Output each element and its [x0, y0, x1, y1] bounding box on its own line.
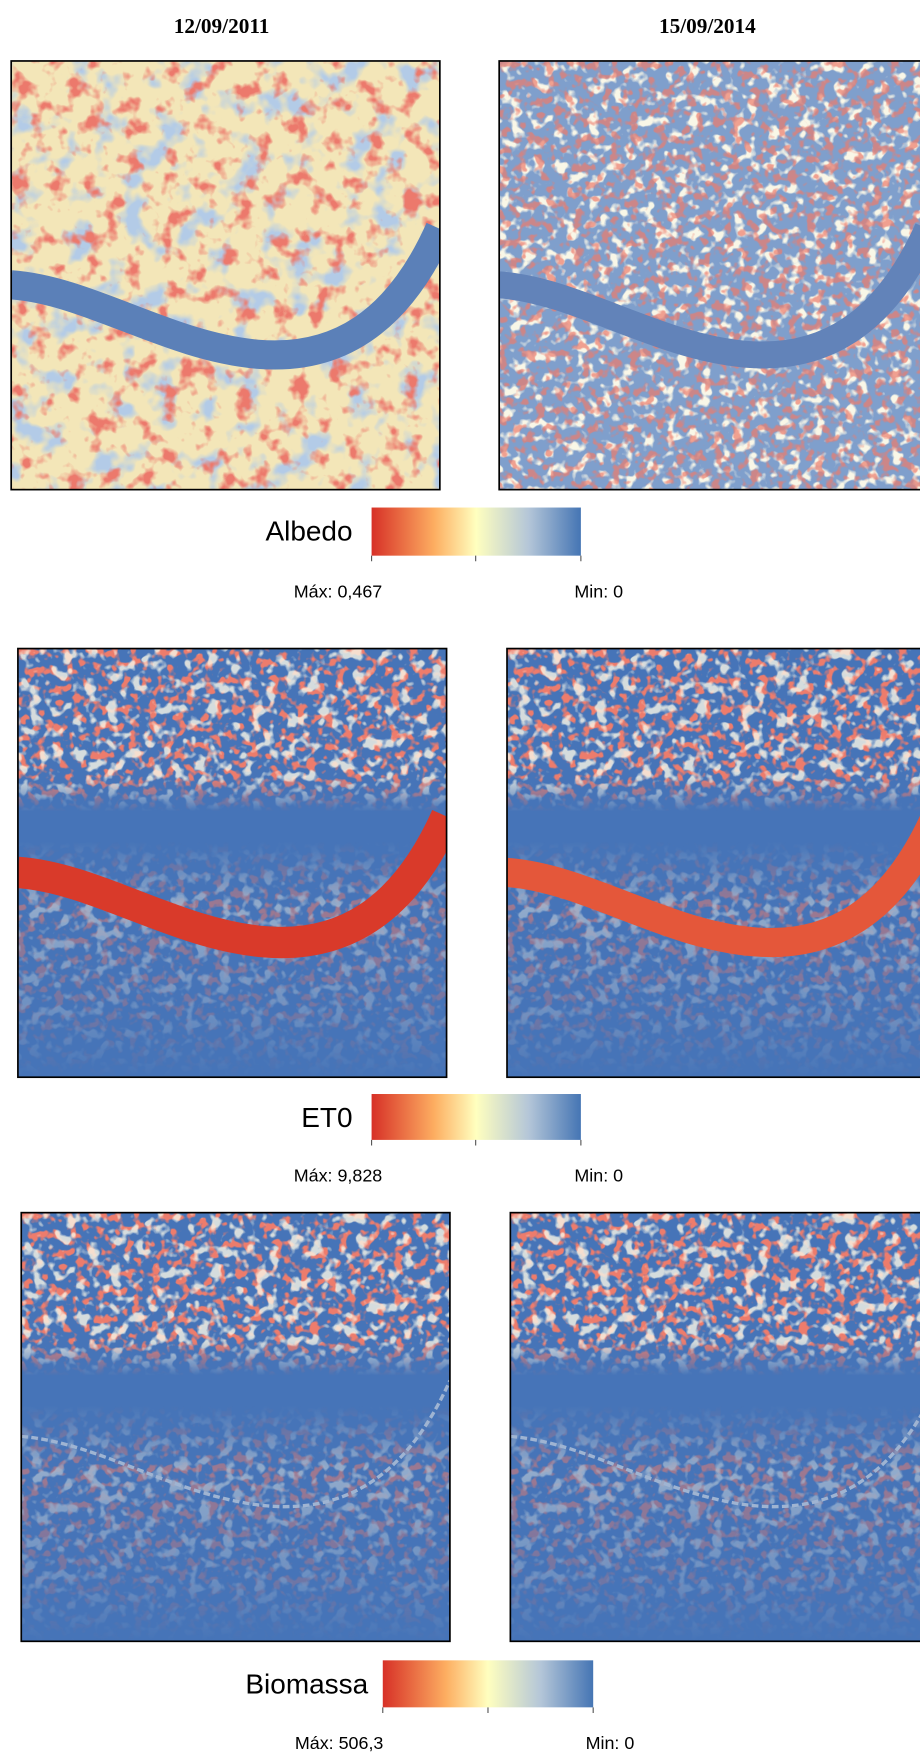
legend-min: Min: 0 — [574, 1166, 623, 1186]
colorbar — [382, 1660, 594, 1708]
biomassa-map-2014 — [510, 1212, 920, 1642]
colorbar-ticks — [382, 1707, 594, 1713]
legend: ET0 Máx: 9,828 Min: 0 — [294, 1094, 623, 1186]
legend-min: Min: 0 — [574, 581, 623, 601]
et0-map-2011 — [18, 648, 447, 1078]
legend: Biomassa Máx: 506,3 Min: 0 — [245, 1660, 634, 1753]
legend-label: Albedo — [265, 516, 352, 547]
colorbar-ticks — [371, 555, 582, 562]
colorbar — [371, 507, 581, 556]
map-frame — [498, 60, 920, 491]
colorbar — [371, 1094, 581, 1140]
column-title: 12/09/2011 — [174, 14, 270, 38]
map-frame — [506, 647, 920, 1079]
legend-max: Máx: 0,467 — [294, 581, 383, 601]
map-frame — [509, 1211, 920, 1643]
et0-map-2014 — [507, 648, 920, 1078]
legend-label: Biomassa — [245, 1668, 368, 1699]
column-title: 15/09/2014 — [659, 14, 756, 38]
legend-max: Máx: 506,3 — [295, 1733, 384, 1753]
colorbar-ticks — [371, 1139, 582, 1146]
map-frame — [10, 60, 441, 491]
albedo-map-2011 — [11, 60, 440, 490]
map-frame — [17, 647, 448, 1079]
legend-max: Máx: 9,828 — [294, 1166, 383, 1186]
biomassa-map-2011 — [21, 1212, 450, 1642]
map-frame — [20, 1211, 451, 1643]
legend: Albedo Máx: 0,467 Min: 0 — [265, 507, 623, 601]
albedo-map-2014 — [499, 60, 920, 490]
legend-label: ET0 — [301, 1102, 352, 1133]
legend-min: Min: 0 — [586, 1733, 635, 1753]
